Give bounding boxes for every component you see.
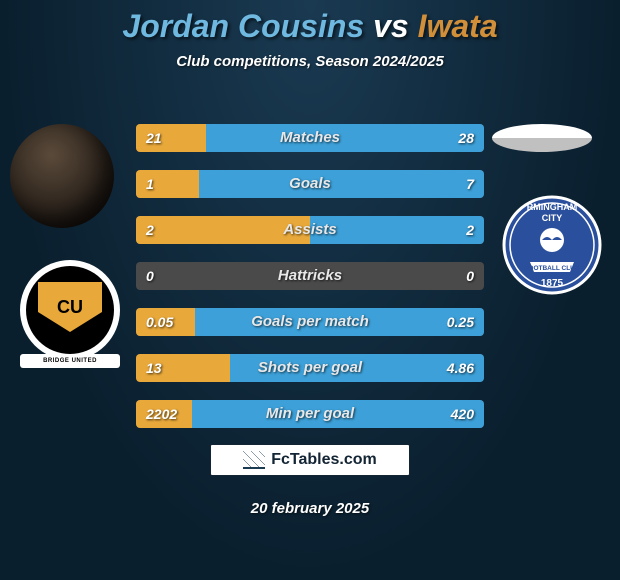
player-right-name: Iwata <box>418 8 498 44</box>
stat-row: Assists22 <box>136 216 484 244</box>
date-label: 20 february 2025 <box>0 500 620 517</box>
stat-row: Shots per goal134.86 <box>136 354 484 382</box>
stat-row: Goals per match0.050.25 <box>136 308 484 336</box>
crest-left-letters: CU <box>57 297 83 318</box>
crest-right-line3: FOOTBALL CLUB <box>524 265 579 272</box>
stat-left-bar <box>136 216 310 244</box>
stat-left-bar <box>136 308 195 336</box>
crest-right-line1: RMINGHAM <box>527 202 578 212</box>
stat-left-bar <box>136 124 206 152</box>
stat-right-value: 0 <box>466 262 474 290</box>
club-right-crest: RMINGHAM CITY FOOTBALL CLUB 1875 <box>502 180 602 310</box>
stat-row: Matches2128 <box>136 124 484 152</box>
stat-left-value: 0 <box>146 262 154 290</box>
stat-row: Goals17 <box>136 170 484 198</box>
club-left-crest: CU BRIDGE UNITED <box>20 260 120 368</box>
stat-right-bar <box>206 124 484 152</box>
crest-right-line2: CITY <box>542 213 563 223</box>
stat-label: Hattricks <box>136 262 484 290</box>
stat-right-bar <box>230 354 484 382</box>
stat-right-bar <box>192 400 484 428</box>
crest-right-year: 1875 <box>541 278 564 289</box>
stat-left-bar <box>136 400 192 428</box>
crest-left-banner: BRIDGE UNITED <box>20 354 120 368</box>
stat-row: Hattricks0 0 <box>136 262 484 290</box>
stat-row: Min per goal2202420 <box>136 400 484 428</box>
brand-chart-icon <box>243 451 265 469</box>
player-left-name: Jordan Cousins <box>122 8 364 44</box>
stat-right-bar <box>195 308 484 336</box>
subtitle: Club competitions, Season 2024/2025 <box>0 53 620 70</box>
stats-container: Matches2128 Goals17 Assists22 Hattricks0 0 Go… <box>136 124 484 446</box>
stat-right-bar <box>199 170 484 198</box>
stat-right-bar <box>310 216 484 244</box>
crest-left-outer: CU <box>20 260 120 360</box>
player-left-avatar <box>10 124 114 228</box>
page-title: Jordan Cousins vs Iwata <box>0 0 620 45</box>
player-right-avatar <box>492 124 592 152</box>
stat-left-bar <box>136 354 230 382</box>
brand-text: FcTables.com <box>271 451 377 469</box>
stat-left-bar <box>136 170 199 198</box>
title-vs: vs <box>364 8 417 44</box>
footer-brand[interactable]: FcTables.com <box>210 444 410 476</box>
